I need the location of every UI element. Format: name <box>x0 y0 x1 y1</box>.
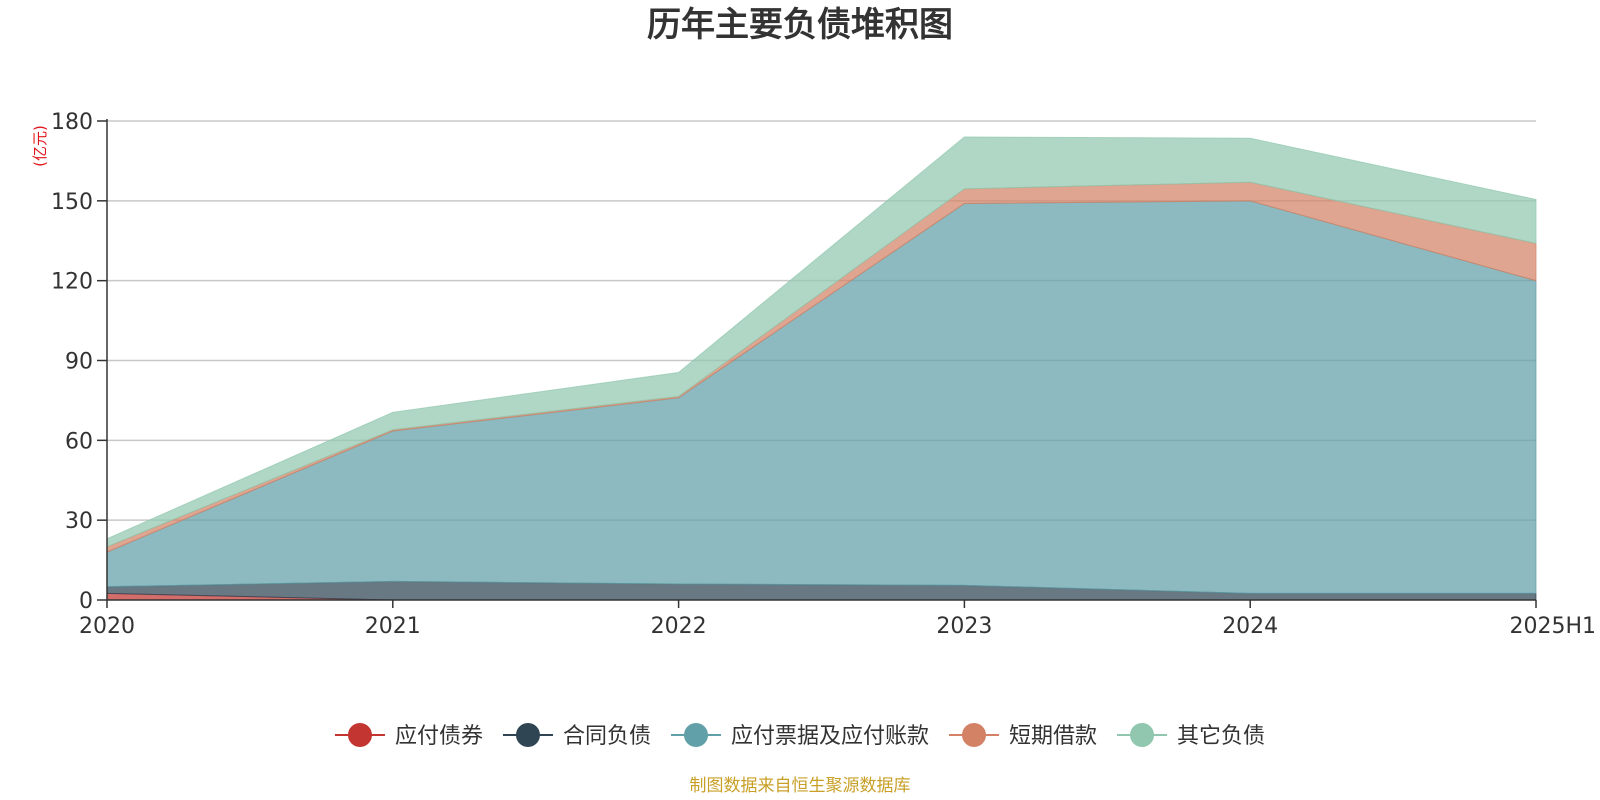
legend-label: 合同负债 <box>563 724 651 749</box>
area-series-group <box>106 136 1537 601</box>
legend-label: 短期借款 <box>1009 724 1097 749</box>
legend-marker-icon <box>1130 723 1155 747</box>
legend-item-4[interactable]: 其它负债 <box>1117 723 1265 749</box>
y-tick-label: 150 <box>51 190 93 215</box>
x-tick-label: 2020 <box>79 614 135 639</box>
x-tick-label: 2021 <box>365 614 421 639</box>
y-tick-label: 30 <box>65 509 93 534</box>
x-tick-label: 2023 <box>936 614 992 639</box>
y-tick-label: 180 <box>51 110 93 135</box>
legend-item-3[interactable]: 短期借款 <box>949 723 1097 749</box>
legend[interactable]: 应付债券 合同负债 应付票据及应付账款 短期借款 其它负债 <box>334 723 1265 749</box>
legend-item-2[interactable]: 应付票据及应付账款 <box>670 723 929 749</box>
x-tick-label: 2025H1 <box>1509 614 1596 639</box>
area-series-4 <box>106 136 1537 548</box>
legend-label: 应付票据及应付账款 <box>731 724 929 749</box>
legend-label: 其它负债 <box>1177 724 1265 749</box>
axes: 0 30 60 90 120 150 180 2020 2021 2022 2023 2024 2025… <box>51 110 1596 639</box>
y-axis-unit-label: (亿元) <box>31 125 49 167</box>
legend-marker-icon <box>962 723 987 747</box>
y-tick-label: 120 <box>51 270 93 295</box>
legend-marker-icon <box>347 723 372 747</box>
legend-item-0[interactable]: 应付债券 <box>334 723 483 749</box>
legend-label: 应付债券 <box>395 724 483 749</box>
y-tick-label: 60 <box>65 429 93 454</box>
x-tick-label: 2022 <box>651 614 707 639</box>
source-note: 制图数据来自恒生聚源数据库 <box>690 776 911 796</box>
legend-item-1[interactable]: 合同负债 <box>502 723 651 749</box>
x-tick-label: 2024 <box>1222 614 1278 639</box>
y-tick-label: 90 <box>65 350 93 375</box>
chart-title: 历年主要负债堆积图 <box>647 5 953 45</box>
y-tick-label: 0 <box>79 589 93 614</box>
legend-marker-icon <box>683 723 708 747</box>
legend-marker-icon <box>515 723 540 747</box>
